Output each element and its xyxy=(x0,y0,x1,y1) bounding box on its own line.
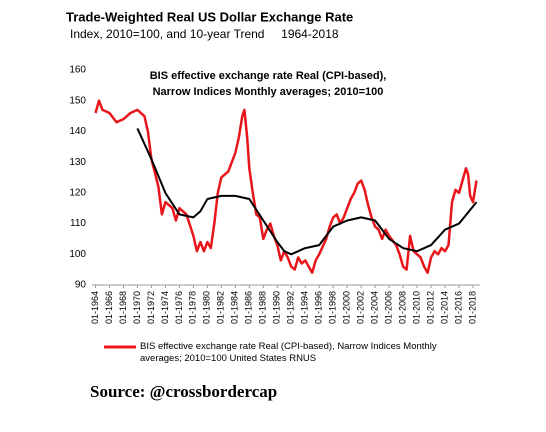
x-tick-label: 01-2006 xyxy=(383,291,393,324)
y-tick-label: 100 xyxy=(69,249,86,260)
y-tick-label: 140 xyxy=(69,126,86,137)
y-tick-label: 160 xyxy=(69,65,86,76)
legend-label: BIS effective exchange rate Real (CPI-ba… xyxy=(140,341,437,364)
y-tick-label: 90 xyxy=(75,280,87,291)
line xyxy=(136,127,478,256)
annotation: BIS effective exchange rate Real (CPI-ba… xyxy=(150,70,387,82)
x-tick-label: 01-1984 xyxy=(230,291,240,324)
x-tick-label: 01-1968 xyxy=(118,291,128,324)
source: Source: @crossbordercap xyxy=(90,382,278,401)
x-tick-label: 01-1998 xyxy=(328,291,338,324)
x-tick-label: 01-1978 xyxy=(188,291,198,324)
annotation: Narrow Indices Monthly averages; 2010=10… xyxy=(153,86,384,98)
x-tick-label: 01-1988 xyxy=(258,291,268,324)
x-tick-label: 01-1974 xyxy=(160,291,170,324)
x-tick-label: 01-2012 xyxy=(425,291,435,324)
chart-title: Trade-Weighted Real US Dollar Exchange R… xyxy=(66,9,353,24)
x-tick-label: 01-1972 xyxy=(146,291,156,324)
x-tick-label: 01-2002 xyxy=(356,291,366,324)
x-tick-label: 01-2018 xyxy=(467,291,477,324)
x-tick-label: 01-1966 xyxy=(104,291,114,324)
y-tick-label: 120 xyxy=(69,187,86,198)
x-tick-label: 01-1964 xyxy=(90,291,100,324)
y-tick-label: 130 xyxy=(69,157,86,168)
y-tick-label: 110 xyxy=(70,218,86,229)
chart-subtitle: Index, 2010=100, and 10-year Trend 1964-… xyxy=(70,27,339,41)
x-tick-label: 01-2004 xyxy=(370,291,380,324)
x-tick-label: 01-2000 xyxy=(342,291,352,324)
x-tick-label: 01-2014 xyxy=(439,291,449,324)
x-tick-label: 01-2016 xyxy=(453,291,463,324)
x-tick-label: 01-2010 xyxy=(411,291,421,324)
x-tick-label: 01-1992 xyxy=(286,291,296,324)
x-tick-label: 01-1970 xyxy=(132,291,142,324)
x-tick-label: 01-1986 xyxy=(244,291,254,324)
x-tick-label: 01-1994 xyxy=(300,291,310,324)
line xyxy=(94,99,478,274)
x-tick-label: 01-1982 xyxy=(216,291,226,324)
y-tick-label: 150 xyxy=(69,95,86,106)
x-tick-label: 01-1996 xyxy=(314,291,324,324)
x-tick-label: 01-1980 xyxy=(202,291,212,324)
x-tick-label: 01-1990 xyxy=(272,291,282,324)
x-tick-label: 01-1976 xyxy=(174,291,184,324)
x-tick-label: 01-2008 xyxy=(397,291,407,324)
